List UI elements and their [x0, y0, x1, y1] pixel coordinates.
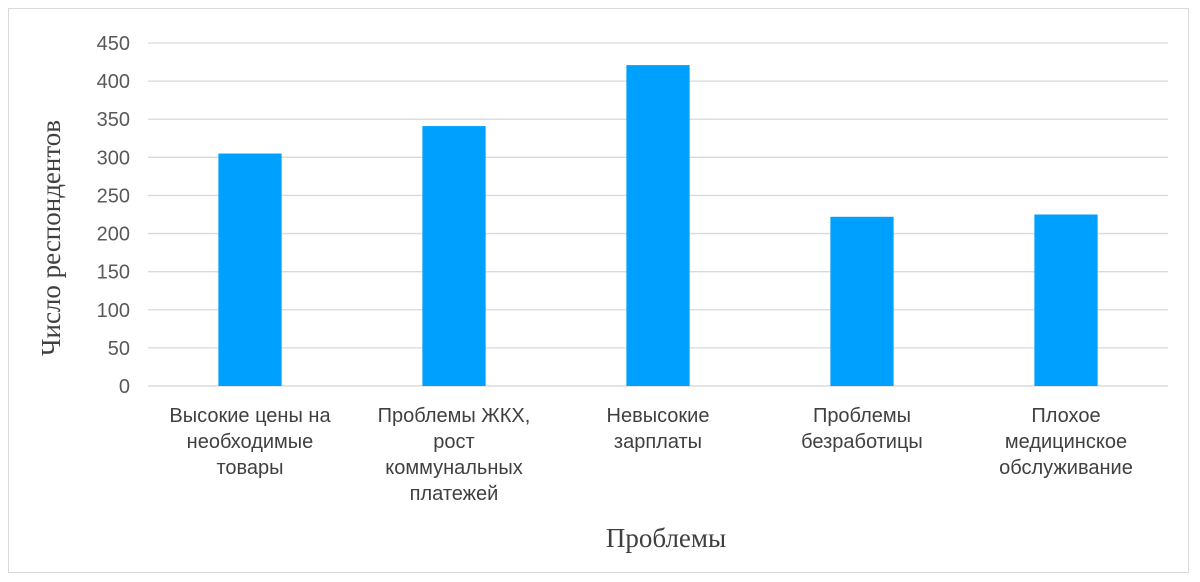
y-tick-label: 450: [97, 33, 130, 55]
x-category-label: Плохое медицинское обслуживание: [999, 405, 1133, 479]
bars: [218, 65, 1098, 387]
x-category-label-line: товары: [216, 457, 283, 479]
x-category-label-line: Проблемы: [813, 405, 911, 427]
y-axis-ticks: 0 50 100 150 200 250 300 350 400 450: [97, 33, 130, 398]
x-category-label: Невысокие зарплаты: [607, 405, 710, 453]
y-tick-label: 200: [97, 224, 130, 246]
y-tick-label: 250: [97, 185, 130, 207]
x-category-label: Проблемы ЖКХ, рост коммунальных платежей: [378, 405, 531, 505]
x-category-label-line: медицинское: [1005, 431, 1127, 453]
y-tick-label: 150: [97, 262, 130, 284]
x-category-label-line: необходимые: [187, 431, 314, 453]
x-category-label-line: Проблемы ЖКХ,: [378, 405, 531, 427]
x-category-label-line: рост: [433, 431, 474, 453]
x-category-label-line: платежей: [410, 483, 499, 505]
bar: [218, 153, 282, 386]
y-tick-label: 400: [97, 71, 130, 93]
x-category-label-line: Невысокие: [607, 405, 710, 427]
y-tick-label: 300: [97, 147, 130, 169]
x-category-label: Высокие цены на необходимые товары: [169, 405, 331, 479]
y-axis-title: Число респондентов: [36, 120, 66, 356]
chart-frame: [8, 8, 1189, 573]
y-tick-label: 350: [97, 109, 130, 131]
x-category-label: Проблемы безработицы: [801, 405, 923, 453]
y-tick-label: 0: [119, 376, 130, 398]
x-axis-category-labels: Высокие цены на необходимые товары Проблемы…: [169, 405, 1132, 505]
y-tick-label: 100: [97, 300, 130, 322]
x-category-label-line: обслуживание: [999, 457, 1133, 479]
y-tick-label: 50: [108, 338, 130, 360]
x-axis-title: Проблемы: [606, 523, 726, 553]
x-category-label-line: Плохое: [1031, 405, 1100, 427]
bar: [1034, 214, 1098, 386]
bar: [830, 216, 894, 386]
bar: [422, 126, 486, 387]
bar: [626, 65, 690, 387]
x-category-label-line: Высокие цены на: [169, 405, 331, 427]
x-category-label-line: безработицы: [801, 431, 923, 453]
x-category-label-line: зарплаты: [614, 431, 702, 453]
x-category-label-line: коммунальных: [385, 457, 523, 479]
